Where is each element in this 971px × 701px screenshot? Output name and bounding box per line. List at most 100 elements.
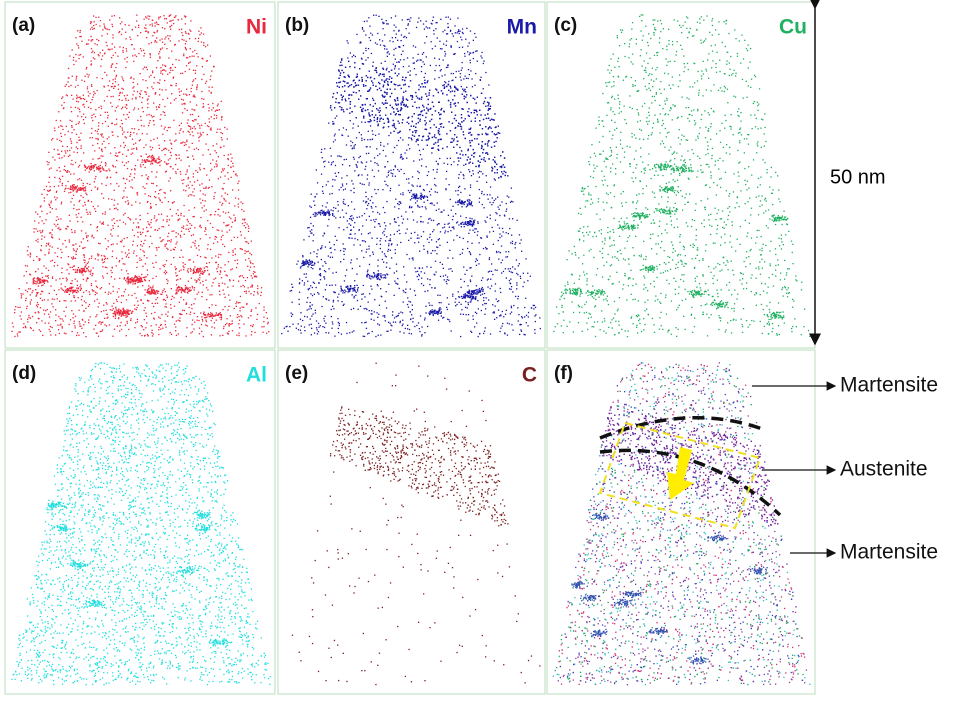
atom — [106, 75, 107, 76]
atom — [478, 308, 479, 309]
atom — [509, 218, 510, 219]
atom — [216, 166, 217, 167]
atom — [284, 328, 285, 329]
atom — [535, 321, 536, 322]
atom — [248, 291, 249, 292]
atom — [107, 117, 108, 118]
atom — [230, 218, 231, 219]
atom — [382, 40, 383, 41]
atom — [167, 22, 168, 23]
atom — [54, 128, 55, 129]
atom — [166, 243, 167, 244]
atom — [244, 253, 245, 254]
atom — [311, 267, 312, 268]
atom — [416, 325, 417, 326]
atom — [33, 228, 34, 229]
atom — [487, 286, 488, 287]
atom — [138, 227, 139, 228]
atom — [236, 267, 237, 268]
atom — [68, 131, 69, 132]
atom — [382, 259, 383, 260]
atom — [100, 324, 101, 325]
atom — [300, 332, 301, 333]
atom — [94, 181, 95, 182]
atom — [86, 235, 87, 236]
atom — [484, 314, 485, 315]
atom — [387, 251, 388, 252]
atom — [238, 204, 239, 205]
atom — [81, 230, 82, 231]
atom — [193, 96, 194, 97]
atom — [89, 304, 90, 305]
atom — [156, 106, 157, 107]
atom — [417, 186, 418, 187]
atom — [93, 290, 94, 291]
atom — [75, 258, 76, 259]
atom — [396, 271, 397, 272]
atom — [71, 121, 72, 122]
atom — [145, 263, 146, 264]
atom — [137, 232, 138, 233]
atom — [450, 230, 451, 231]
atom — [419, 207, 420, 208]
atom — [472, 230, 473, 231]
atom — [92, 159, 93, 160]
atom — [106, 177, 107, 178]
atom — [71, 189, 72, 190]
atom — [369, 232, 370, 233]
atom — [377, 238, 378, 239]
atom — [119, 46, 120, 47]
atom — [362, 184, 363, 185]
atom — [52, 260, 53, 261]
atom — [196, 53, 197, 54]
atom — [88, 261, 89, 262]
atom — [105, 165, 106, 166]
atom — [151, 183, 152, 184]
atom — [318, 323, 319, 324]
atom — [499, 233, 500, 234]
atom — [445, 275, 446, 276]
atom — [179, 257, 180, 258]
atom — [122, 162, 123, 163]
atom — [141, 335, 142, 336]
atom — [368, 131, 369, 132]
atom — [97, 287, 98, 288]
atom — [383, 231, 384, 232]
atom — [205, 188, 206, 189]
atom — [229, 230, 230, 231]
atom — [165, 273, 166, 274]
atom — [194, 149, 195, 150]
atom — [350, 190, 351, 191]
atom — [164, 154, 165, 155]
atom — [236, 335, 237, 336]
atom — [452, 80, 453, 81]
atom — [114, 47, 115, 48]
atom — [167, 236, 168, 237]
atom — [476, 313, 477, 314]
atom — [222, 235, 223, 236]
atom — [42, 300, 43, 301]
atom — [395, 176, 396, 177]
atom — [343, 248, 344, 249]
atom — [91, 133, 92, 134]
atom — [405, 289, 406, 290]
atom — [175, 154, 176, 155]
atom — [74, 325, 75, 326]
atom — [134, 107, 135, 108]
atom — [61, 151, 62, 152]
atom — [108, 49, 109, 50]
atom — [460, 216, 461, 217]
atom — [505, 314, 506, 315]
atom — [516, 259, 517, 260]
atom — [193, 56, 194, 57]
atom — [240, 315, 241, 316]
atom — [28, 246, 29, 247]
atom — [138, 25, 139, 26]
atom — [424, 319, 425, 320]
atom — [147, 107, 148, 108]
atom — [441, 48, 442, 49]
atom — [255, 307, 256, 308]
atom — [179, 132, 180, 133]
atom — [147, 98, 148, 99]
atom — [109, 170, 110, 171]
